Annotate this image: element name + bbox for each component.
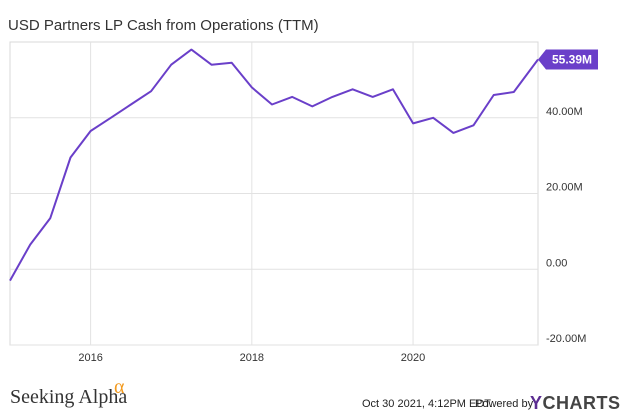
ycharts-logo-y: Y: [530, 393, 543, 413]
series-line: [9, 48, 539, 282]
y-tick-label: 20.00M: [546, 182, 583, 194]
chart-title: USD Partners LP Cash from Operations (TT…: [8, 17, 319, 34]
x-tick-label: 2018: [240, 352, 264, 364]
ycharts-logo-text: CHARTS: [542, 393, 621, 413]
ycharts-logo: YCHARTS: [530, 393, 621, 414]
alpha-symbol: α: [114, 376, 125, 398]
x-tick-label: 2020: [401, 352, 425, 364]
seeking-alpha-logo: Seeking Alpha: [10, 386, 128, 408]
y-tick-label: 40.00M: [546, 106, 583, 118]
powered-by-label: Powered by: [475, 398, 534, 410]
x-tick-label: 2016: [78, 352, 102, 364]
y-tick-label: -20.00M: [546, 333, 586, 345]
y-tick-label: 0.00: [546, 257, 567, 269]
last-value-label: 55.39M: [552, 52, 592, 66]
timestamp: Oct 30 2021, 4:12PM EDT.: [362, 398, 493, 410]
last-value-badge: [538, 49, 598, 70]
